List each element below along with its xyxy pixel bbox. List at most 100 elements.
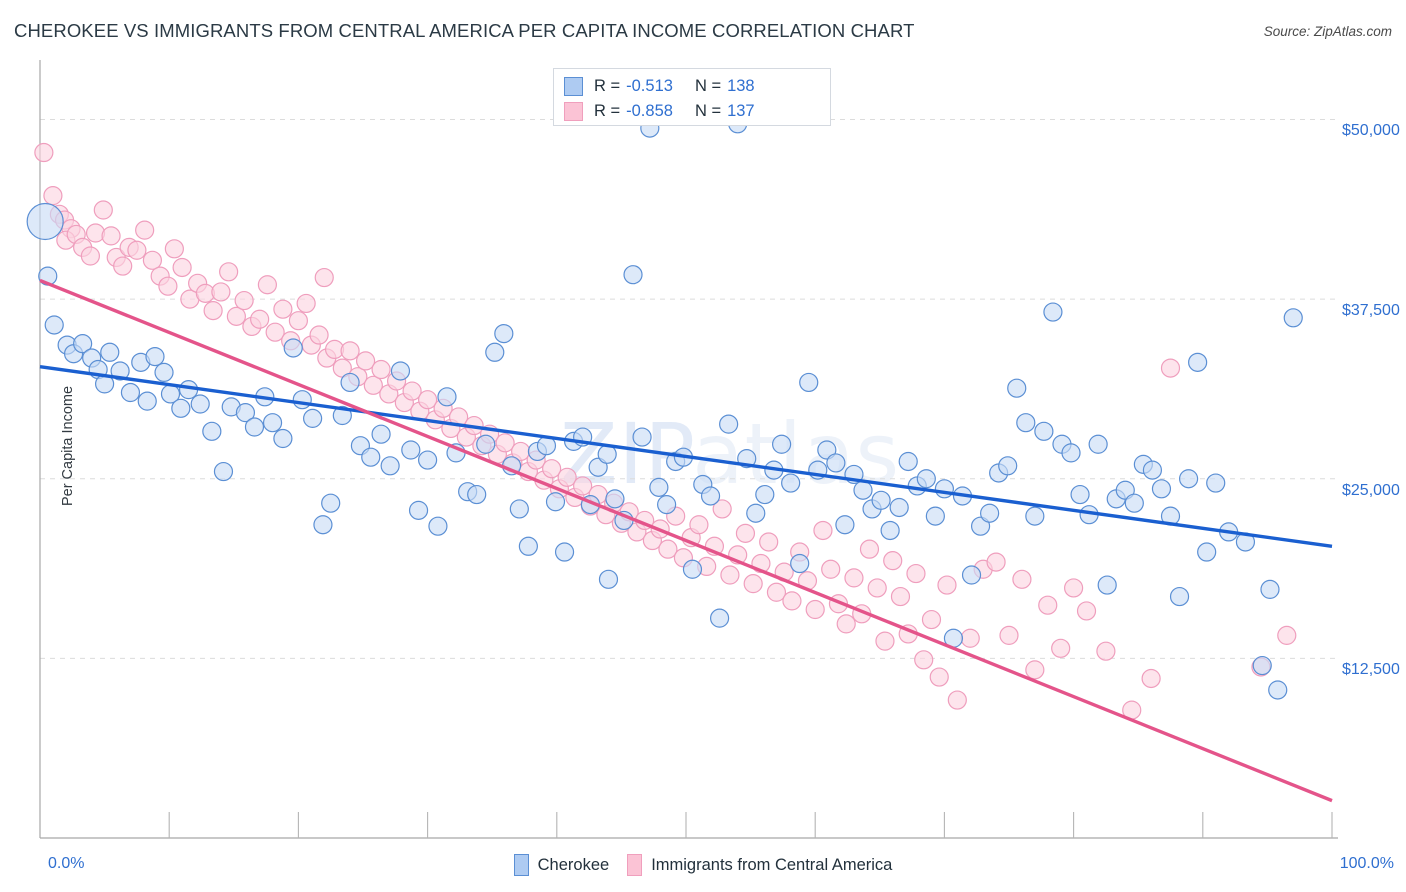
data-point [292, 390, 312, 410]
data-point [250, 309, 270, 329]
data-point [545, 492, 566, 512]
data-point [418, 450, 438, 470]
legend-row-cherokee: R = -0.513 N = 138 [564, 74, 820, 99]
data-point [781, 473, 801, 493]
data-point [700, 486, 721, 506]
data-point [1076, 601, 1097, 621]
data-point [929, 667, 949, 687]
data-point [853, 480, 873, 500]
data-point [657, 495, 677, 515]
data-point [495, 433, 515, 453]
legend-row-immigrants: R = -0.858 N = 137 [564, 99, 820, 124]
data-point [234, 290, 254, 311]
data-point [720, 565, 740, 585]
data-point [961, 565, 982, 585]
data-point [1012, 569, 1032, 589]
data-point [1096, 641, 1116, 661]
data-point [1283, 308, 1303, 328]
series-legend: Cherokee Immigrants from Central America [0, 854, 1406, 876]
data-point [782, 591, 802, 611]
data-point [273, 299, 293, 319]
data-point [213, 461, 234, 482]
data-point [1051, 638, 1071, 658]
data-point [805, 599, 825, 620]
data-point [355, 351, 376, 371]
data-point [709, 608, 730, 628]
data-point [1142, 460, 1163, 480]
data-point [960, 628, 980, 648]
data-point [999, 625, 1019, 645]
data-point [361, 447, 381, 467]
data-point [623, 265, 643, 285]
data-point [871, 490, 891, 510]
data-point [1097, 575, 1117, 595]
data-point [380, 456, 400, 476]
y-tick-label-3: $12,500 [1342, 661, 1400, 679]
data-point [1063, 578, 1084, 598]
data-point [1070, 484, 1090, 505]
data-point [1025, 506, 1045, 526]
data-point [1088, 434, 1108, 454]
correlation-legend: R = -0.513 N = 138 R = -0.858 N = 137 [553, 68, 831, 126]
data-point [867, 578, 887, 598]
data-point [85, 223, 106, 243]
legend-swatch-immigrants [564, 102, 583, 121]
axis-lines [39, 60, 1338, 839]
data-point [509, 499, 529, 519]
legend-item-immigrants[interactable]: Immigrants from Central America [627, 854, 892, 876]
data-point [494, 324, 514, 344]
data-point [401, 440, 421, 460]
data-point [1016, 413, 1036, 433]
data-point [557, 467, 577, 487]
data-point [203, 301, 223, 321]
data-point [273, 428, 293, 449]
data-point [1151, 479, 1172, 499]
data-point [363, 375, 383, 395]
legend-r-value-immigrants: -0.858 [626, 102, 673, 120]
data-point [428, 516, 448, 536]
data-point [1025, 660, 1045, 680]
data-point [137, 391, 157, 411]
data-point [554, 542, 575, 562]
data-point [518, 536, 538, 556]
data-point [719, 414, 739, 434]
data-point [906, 563, 926, 584]
data-point [937, 575, 957, 595]
data-point [859, 539, 880, 559]
data-point [921, 609, 942, 630]
data-point [790, 553, 810, 574]
legend-n-label-immigrants: N = [694, 102, 722, 120]
data-point [1043, 302, 1063, 322]
data-point [314, 267, 334, 288]
data-point [1160, 358, 1181, 378]
data-point [799, 372, 819, 393]
data-point [682, 559, 703, 579]
data-point [418, 390, 438, 410]
data-point [925, 506, 945, 526]
data-point [980, 503, 1000, 523]
legend-r-label-immigrants: R = [594, 102, 621, 120]
data-point [1034, 421, 1054, 441]
data-point [1197, 542, 1217, 562]
y-tick-label-1: $37,500 [1342, 302, 1400, 320]
data-point [605, 489, 625, 509]
data-point [44, 315, 64, 335]
data-point [1277, 625, 1297, 645]
data-point [914, 650, 934, 670]
legend-item-cherokee[interactable]: Cherokee [513, 854, 609, 876]
data-point [898, 451, 918, 472]
data-point [1038, 595, 1058, 615]
legend-n-value-cherokee: 138 [727, 77, 755, 95]
data-point [288, 311, 308, 331]
data-point [880, 520, 900, 541]
data-point [340, 341, 360, 361]
data-point [542, 459, 562, 479]
data-point [437, 387, 457, 407]
data-point [890, 586, 911, 607]
trendline-immigrants-from-central-america [39, 278, 1333, 803]
data-point [142, 250, 163, 270]
data-point [934, 479, 955, 499]
data-point [755, 484, 775, 505]
data-point [476, 434, 496, 454]
data-point [1268, 680, 1288, 700]
